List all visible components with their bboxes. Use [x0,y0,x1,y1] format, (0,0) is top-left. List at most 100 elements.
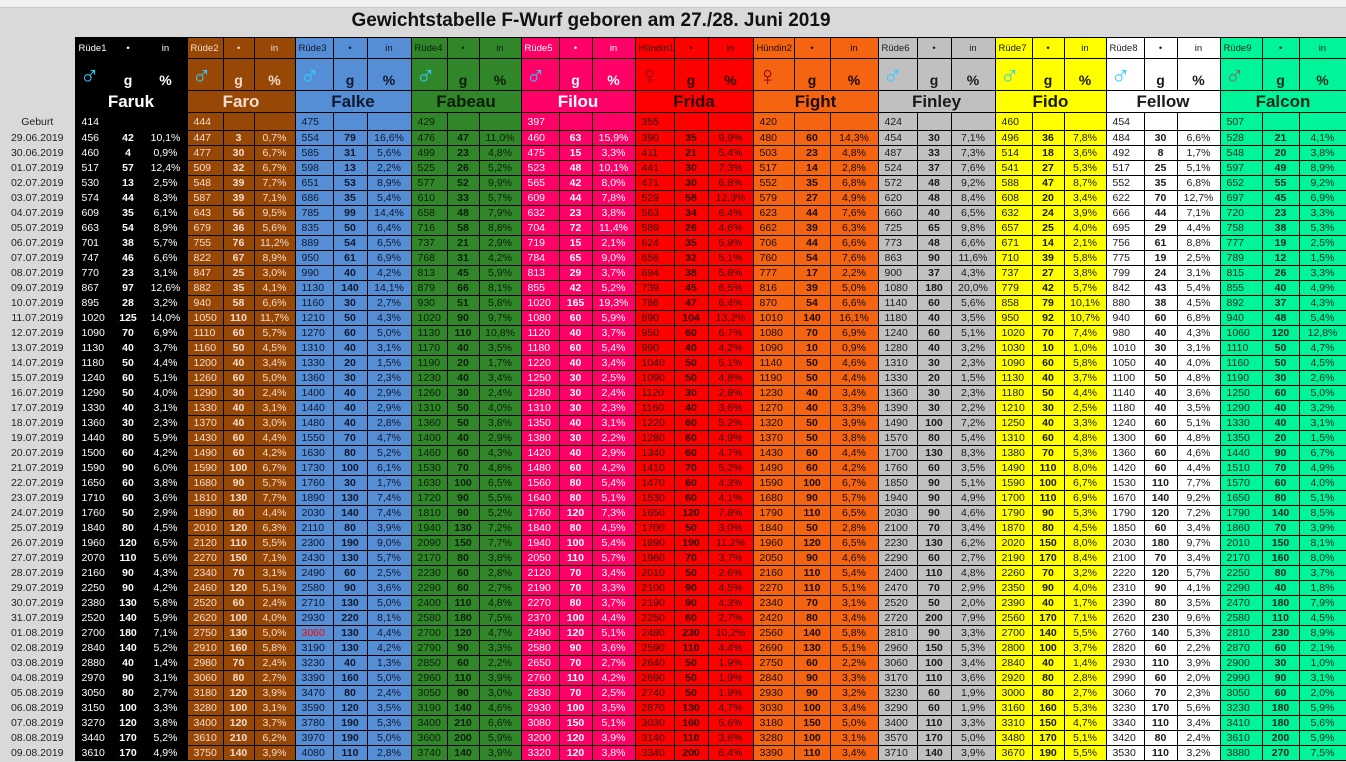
percent-cell[interactable]: 3,1% [1176,340,1221,356]
weight-cell[interactable]: 1080 [877,280,918,296]
percent-cell[interactable]: 1,7% [1063,595,1107,611]
weight-cell[interactable]: 1140 [752,355,795,371]
percent-cell[interactable]: 3,4% [253,355,296,371]
weight-cell[interactable]: 1890 [294,490,334,506]
gain-cell[interactable]: 110 [222,310,255,326]
gain-cell[interactable]: 37 [1261,295,1300,311]
gain-cell[interactable]: 100 [1031,475,1065,491]
percent-cell[interactable]: 2,1% [591,235,636,251]
weight-cell[interactable]: 652 [1219,175,1263,191]
gain-cell[interactable]: 21 [1261,130,1300,146]
percent-cell[interactable]: 3,1% [366,340,412,356]
percent-cell[interactable]: 6,4% [707,295,754,311]
weight-cell[interactable]: 1180 [994,385,1033,401]
weight-cell[interactable]: 2970 [74,670,113,686]
gain-cell[interactable]: 40 [332,265,368,281]
gain-cell[interactable]: 180 [1261,715,1300,731]
weight-cell[interactable]: 1290 [1219,400,1263,416]
gain-cell[interactable]: 50 [673,370,709,386]
percent-cell[interactable]: 8,3% [143,190,188,206]
gain-cell[interactable]: 50 [793,370,831,386]
weight-cell[interactable]: 1470 [634,475,675,491]
weight-cell[interactable]: 863 [877,250,918,266]
percent-cell[interactable]: 4,2% [591,460,636,476]
gain-cell[interactable]: 60 [1143,415,1178,431]
gain-cell[interactable]: 50 [1261,340,1300,356]
gain-cell[interactable]: 80 [1143,595,1178,611]
weight-cell[interactable]: 552 [1105,175,1145,191]
weight-cell[interactable]: 2700 [410,625,448,641]
weight-cell[interactable]: 1250 [1219,385,1263,401]
gain-cell[interactable]: 70 [916,520,952,536]
percent-cell[interactable]: 4,4% [829,370,879,386]
weight-cell[interactable]: 2560 [994,610,1033,626]
percent-cell[interactable]: 7,4% [1063,325,1107,341]
weight-cell[interactable]: 4080 [294,745,334,761]
percent-cell[interactable]: 5,1% [591,715,636,731]
percent-cell[interactable]: 5,3% [1298,220,1346,236]
gain-cell[interactable]: 35 [332,190,368,206]
percent-cell[interactable]: 2,4% [478,385,522,401]
birth-weight[interactable]: 420 [752,112,795,131]
birth-weight[interactable]: 424 [877,112,918,131]
weight-cell[interactable]: 2270 [186,550,224,566]
weight-cell[interactable]: 1270 [752,400,795,416]
percent-cell[interactable]: 2,0% [950,595,996,611]
gain-cell[interactable]: 36 [1031,130,1065,146]
percent-cell[interactable]: 5,1% [1298,490,1346,506]
gain-cell[interactable]: 40 [1261,415,1300,431]
weight-cell[interactable]: 2170 [410,550,448,566]
weight-cell[interactable]: 3710 [877,745,918,761]
birth-gain[interactable] [673,112,709,131]
gain-cell[interactable]: 170 [916,730,952,746]
weight-cell[interactable]: 666 [1105,205,1145,221]
percent-cell[interactable]: 4,2% [591,670,636,686]
percent-cell[interactable]: 7,3% [707,160,754,176]
weight-cell[interactable]: 1480 [294,415,334,431]
percent-cell[interactable]: 7,8% [1063,130,1107,146]
percent-cell[interactable]: 2,5% [1063,400,1107,416]
weight-cell[interactable]: 747 [74,250,113,266]
weight-cell[interactable]: 890 [634,310,675,326]
percent-cell[interactable]: 7,5% [1298,745,1346,761]
gain-cell[interactable]: 50 [673,670,709,686]
percent-cell[interactable]: 2,5% [1176,250,1221,266]
gain-cell[interactable]: 80 [1143,730,1178,746]
gain-cell[interactable]: 130 [916,535,952,551]
percent-cell[interactable]: 4,3% [478,445,522,461]
percent-cell[interactable]: 4,5% [1176,295,1221,311]
weight-cell[interactable]: 2190 [634,595,675,611]
birth-gain[interactable] [1261,112,1300,131]
gain-cell[interactable]: 39 [793,220,831,236]
weight-cell[interactable]: 1190 [410,355,448,371]
gain-cell[interactable]: 120 [222,685,255,701]
weight-cell[interactable]: 3200 [520,730,560,746]
gain-cell[interactable]: 21 [673,145,709,161]
weight-cell[interactable]: 3400 [410,715,448,731]
percent-cell[interactable]: 3,9% [1063,205,1107,221]
percent-cell[interactable]: 3,2% [829,685,879,701]
gain-cell[interactable]: 140 [793,625,831,641]
percent-cell[interactable]: 4,9% [1298,460,1346,476]
gain-cell[interactable]: 120 [558,730,593,746]
weight-cell[interactable]: 572 [877,175,918,191]
percent-cell[interactable]: 5,9% [1298,700,1346,716]
weight-cell[interactable]: 3230 [294,655,334,671]
weight-cell[interactable]: 3310 [994,715,1033,731]
weight-cell[interactable]: 1240 [877,325,918,341]
birth-weight[interactable]: 444 [186,112,224,131]
percent-cell[interactable]: 2,6% [1298,370,1346,386]
gain-cell[interactable]: 160 [332,670,368,686]
weight-cell[interactable]: 880 [1105,295,1145,311]
weight-cell[interactable]: 2160 [752,565,795,581]
percent-cell[interactable]: 3,3% [829,400,879,416]
weight-cell[interactable]: 1890 [634,535,675,551]
weight-cell[interactable]: 3290 [877,700,918,716]
percent-cell[interactable]: 1,9% [707,685,754,701]
percent-cell[interactable]: 5,1% [829,640,879,656]
percent-cell[interactable]: 7,4% [366,505,412,521]
percent-cell[interactable]: 7,7% [478,535,522,551]
weight-cell[interactable]: 3060 [294,625,334,641]
percent-cell[interactable]: 3,6% [1176,385,1221,401]
percent-cell[interactable]: 12,3% [707,190,754,206]
